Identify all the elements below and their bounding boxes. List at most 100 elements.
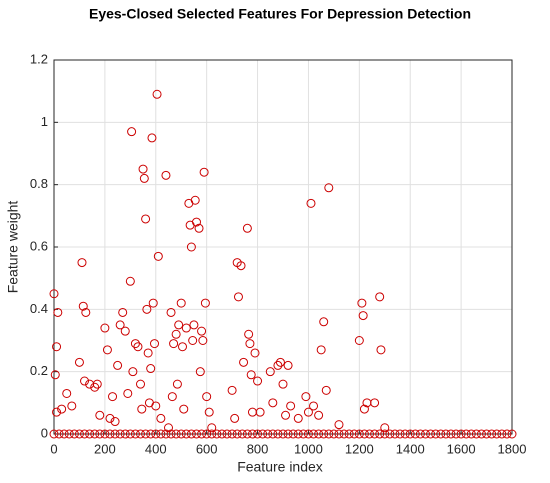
point — [441, 429, 451, 439]
point — [253, 376, 263, 386]
point — [130, 339, 140, 349]
point — [120, 429, 130, 439]
point — [242, 223, 252, 233]
point — [197, 326, 207, 336]
point — [446, 429, 456, 439]
y-tick-label: 0.4 — [30, 301, 48, 316]
point — [90, 429, 100, 439]
point — [156, 413, 166, 423]
point — [74, 357, 84, 367]
y-axis-label: Feature weight — [5, 201, 21, 294]
point — [358, 311, 368, 321]
point — [334, 420, 344, 430]
point — [100, 323, 110, 333]
point — [502, 429, 512, 439]
point — [80, 429, 90, 439]
point — [222, 429, 232, 439]
point — [52, 342, 62, 352]
x-tick-label: 1800 — [498, 441, 527, 456]
point — [64, 429, 74, 439]
y-tick-label: 0.6 — [30, 238, 48, 253]
point — [164, 423, 173, 433]
point — [125, 429, 135, 439]
point — [329, 429, 339, 439]
point — [181, 429, 191, 439]
point — [236, 261, 246, 271]
point — [133, 342, 143, 352]
point — [197, 429, 207, 439]
point — [202, 392, 212, 402]
point — [138, 164, 148, 174]
point — [195, 367, 205, 377]
x-tick-label: 0 — [50, 441, 57, 456]
point — [281, 410, 291, 420]
point — [242, 429, 252, 439]
point — [217, 429, 227, 439]
point — [314, 429, 324, 439]
x-tick-label: 400 — [145, 441, 167, 456]
point — [85, 429, 95, 439]
point — [166, 307, 176, 317]
point — [309, 401, 319, 411]
point — [151, 429, 161, 439]
point — [451, 429, 461, 439]
x-tick-label: 200 — [94, 441, 116, 456]
point — [456, 429, 466, 439]
point — [482, 429, 492, 439]
point — [186, 242, 196, 252]
point — [123, 388, 133, 398]
point — [152, 89, 162, 99]
point — [357, 298, 367, 308]
point — [190, 195, 200, 205]
point — [153, 251, 163, 261]
point — [115, 320, 125, 330]
point — [69, 429, 79, 439]
point — [354, 336, 364, 345]
point — [142, 304, 152, 314]
point — [376, 345, 386, 355]
point — [207, 423, 217, 433]
point — [298, 429, 308, 439]
point — [263, 429, 273, 439]
point — [237, 429, 247, 439]
point — [385, 429, 395, 439]
point — [49, 429, 59, 439]
point — [49, 289, 59, 299]
point — [95, 429, 105, 439]
point — [53, 307, 63, 317]
point — [77, 258, 87, 268]
point — [244, 329, 254, 339]
point — [177, 342, 187, 352]
point — [59, 429, 69, 439]
point — [288, 429, 298, 439]
point — [127, 127, 137, 137]
point — [74, 429, 84, 439]
point — [319, 429, 329, 439]
point — [466, 429, 476, 439]
point — [172, 379, 182, 389]
point — [78, 301, 88, 311]
point — [324, 183, 334, 193]
point — [128, 367, 138, 377]
point — [188, 336, 198, 345]
point — [199, 167, 209, 177]
point — [136, 429, 146, 439]
point — [204, 407, 214, 417]
point — [492, 429, 502, 439]
point — [169, 339, 179, 349]
point — [390, 429, 400, 439]
x-tick-label: 1400 — [396, 441, 425, 456]
point — [113, 360, 123, 370]
point — [200, 298, 210, 308]
point — [110, 417, 120, 427]
y-tick-label: 0.8 — [30, 176, 48, 191]
point — [359, 429, 369, 439]
point — [141, 214, 151, 224]
point — [375, 292, 385, 302]
point — [130, 429, 140, 439]
point — [306, 198, 316, 208]
point — [303, 429, 313, 439]
point — [50, 370, 60, 380]
point — [250, 348, 260, 358]
point — [181, 323, 191, 333]
